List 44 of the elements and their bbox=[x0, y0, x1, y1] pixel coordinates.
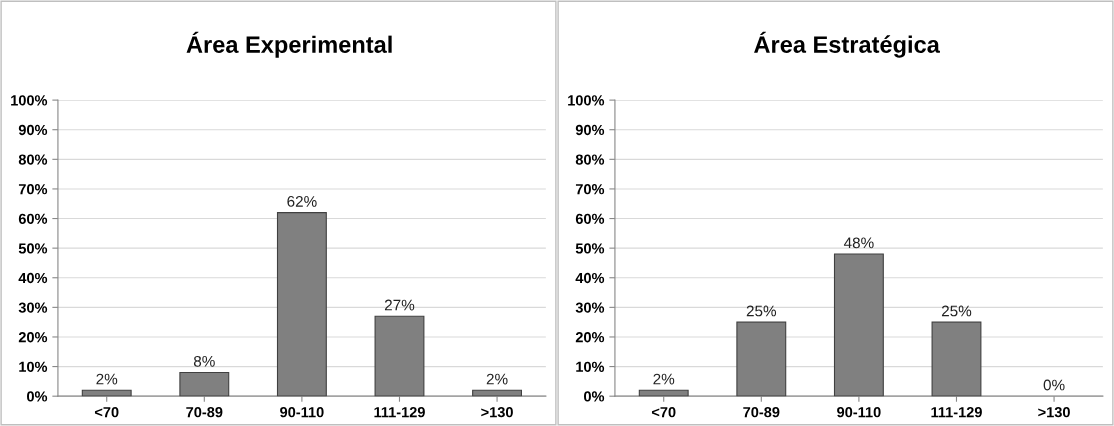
y-tick-label: 10% bbox=[576, 361, 605, 372]
y-tick-label: 70% bbox=[575, 184, 605, 195]
x-tick-label: <70 bbox=[94, 406, 119, 418]
y-tick-label: 0% bbox=[27, 391, 48, 402]
chart-title: Área Experimental bbox=[186, 31, 392, 58]
y-tick-label: 100% bbox=[568, 95, 605, 106]
y-tick-label: 0% bbox=[584, 391, 605, 402]
x-tick-label: 111-129 bbox=[931, 406, 982, 418]
y-tick-label: 40% bbox=[18, 272, 48, 284]
x-tick-label: >130 bbox=[481, 406, 513, 418]
y-tick-label: 70% bbox=[18, 184, 48, 195]
x-tick-label: >130 bbox=[1038, 406, 1070, 418]
y-tick-label: 80% bbox=[575, 154, 605, 165]
y-tick-label: 60% bbox=[18, 213, 48, 224]
y-tick-label: 80% bbox=[18, 154, 48, 165]
x-tick-label: 70-89 bbox=[743, 406, 780, 418]
y-tick-label: 100% bbox=[11, 95, 48, 106]
data-label: 62% bbox=[287, 196, 317, 207]
data-label: 8% bbox=[193, 355, 215, 367]
y-tick-label: 10% bbox=[19, 361, 48, 372]
y-tick-label: 90% bbox=[575, 124, 605, 136]
y-tick-label: 40% bbox=[575, 272, 605, 284]
y-tick-label: 30% bbox=[18, 302, 48, 313]
data-label: 2% bbox=[96, 373, 118, 385]
y-tick-label: 20% bbox=[18, 332, 48, 343]
chart-title: Área Estratégica bbox=[754, 31, 940, 58]
y-tick-label: 50% bbox=[18, 243, 48, 254]
x-tick-label: 90-110 bbox=[280, 406, 324, 418]
data-label: 2% bbox=[486, 373, 508, 385]
x-tick-label: <70 bbox=[651, 406, 676, 418]
y-tick-label: 60% bbox=[575, 213, 605, 224]
x-tick-label: 111-129 bbox=[374, 406, 425, 418]
data-label: 25% bbox=[941, 305, 972, 317]
data-label: 48% bbox=[843, 237, 874, 249]
y-tick-label: 50% bbox=[575, 243, 605, 254]
data-label: 25% bbox=[746, 305, 777, 317]
data-label: 2% bbox=[653, 373, 675, 385]
y-tick-label: 20% bbox=[575, 332, 605, 343]
data-label: 27% bbox=[384, 299, 415, 311]
y-tick-label: 90% bbox=[18, 124, 48, 136]
y-tick-label: 30% bbox=[575, 302, 605, 313]
x-tick-label: 90-110 bbox=[837, 406, 881, 418]
x-tick-label: 70-89 bbox=[186, 406, 223, 418]
data-label: 0% bbox=[1043, 379, 1065, 391]
